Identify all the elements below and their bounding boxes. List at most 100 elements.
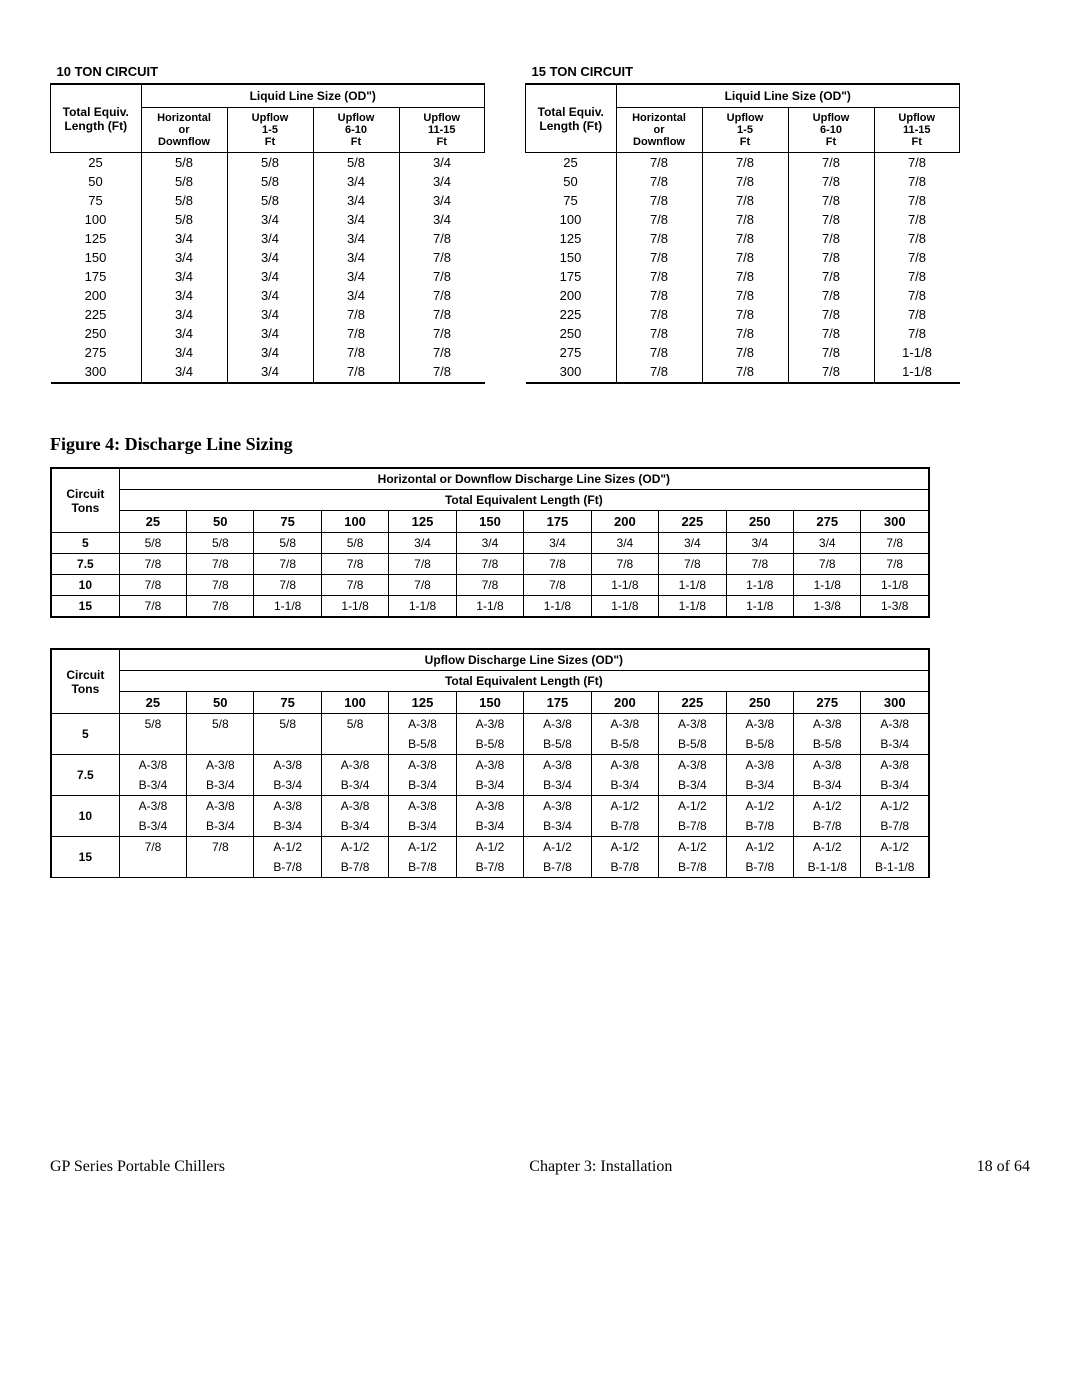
- table-cell: A-3/8: [321, 755, 388, 776]
- table-cell: 1-3/8: [794, 596, 861, 618]
- table-cell: A-3/8: [119, 755, 186, 776]
- table-cell: B-3/4: [187, 816, 254, 837]
- table-cell: A-3/8: [524, 714, 591, 735]
- table-cell: 5/8: [254, 533, 321, 554]
- table-cell: A-3/8: [861, 755, 929, 776]
- table-cell: 7/8: [702, 324, 788, 343]
- table-cell: B-3/4: [456, 775, 523, 796]
- length-header: 50: [187, 692, 254, 714]
- length-header: 300: [861, 692, 929, 714]
- col-header: Total Equiv. Length (Ft): [526, 84, 617, 153]
- table-cell: 1-1/8: [389, 596, 456, 618]
- wide-header1: Horizontal or Downflow Discharge Line Si…: [119, 468, 929, 490]
- table-cell: 7/8: [254, 575, 321, 596]
- wide-header2: Total Equivalent Length (Ft): [119, 671, 929, 692]
- table-cell: B-3/4: [389, 816, 456, 837]
- col-header: HorizontalorDownflow: [141, 108, 227, 153]
- length-header: 200: [591, 692, 658, 714]
- length-header: 250: [726, 692, 793, 714]
- table-cell: 7/8: [399, 248, 485, 267]
- table-cell: 300: [526, 362, 617, 383]
- table-cell: 7/8: [659, 554, 726, 575]
- table-cell: 7/8: [399, 343, 485, 362]
- table-cell: 3/4: [227, 286, 313, 305]
- table-cell: B-1-1/8: [794, 857, 861, 878]
- table-cell: 200: [526, 286, 617, 305]
- table-cell: 7/8: [321, 554, 388, 575]
- table-cell: 7/8: [616, 153, 702, 173]
- table-cell: 5/8: [119, 714, 186, 735]
- table-cell: 3/4: [227, 324, 313, 343]
- table-cell: 3/4: [726, 533, 793, 554]
- table-cell: 7/8: [399, 324, 485, 343]
- table-cell: 3/4: [227, 362, 313, 383]
- table-cell: 7/8: [399, 286, 485, 305]
- table-cell: 1-1/8: [254, 596, 321, 618]
- length-header: 25: [119, 692, 186, 714]
- table-cell: A-3/8: [321, 796, 388, 817]
- table-cell: B-7/8: [591, 816, 658, 837]
- table-cell: B-7/8: [456, 857, 523, 878]
- table-cell: 5/8: [321, 714, 388, 735]
- table-cell: 7/8: [788, 191, 874, 210]
- table-cell: 7/8: [119, 837, 186, 858]
- table-cell: 300: [51, 362, 142, 383]
- table-cell: 7/8: [616, 305, 702, 324]
- table-cell: 7/8: [313, 362, 399, 383]
- table-cell: 5/8: [227, 191, 313, 210]
- length-header: 300: [861, 511, 929, 533]
- table-cell: A-1/2: [659, 837, 726, 858]
- table-cell: A-3/8: [726, 755, 793, 776]
- table-cell: B-7/8: [659, 857, 726, 878]
- table-cell: B-3/4: [456, 816, 523, 837]
- table-cell: B-3/4: [321, 816, 388, 837]
- table-cell: 7/8: [788, 248, 874, 267]
- length-header: 75: [254, 692, 321, 714]
- table-cell: 150: [51, 248, 142, 267]
- table-cell: 7/8: [591, 554, 658, 575]
- table-cell: 3/4: [399, 153, 485, 173]
- length-header: 150: [456, 692, 523, 714]
- table-cell: B-7/8: [254, 857, 321, 878]
- table-cell: 5/8: [141, 172, 227, 191]
- table-cell: 7/8: [702, 229, 788, 248]
- table-cell: 7/8: [874, 210, 960, 229]
- table-cell: A-3/8: [524, 796, 591, 817]
- table-cell: 7/8: [616, 286, 702, 305]
- table-cell: 7/8: [524, 554, 591, 575]
- table-cell: 3/4: [227, 248, 313, 267]
- table-cell: A-1/2: [591, 796, 658, 817]
- table-cell: B-7/8: [794, 816, 861, 837]
- upflow-table: CircuitTonsUpflow Discharge Line Sizes (…: [50, 648, 930, 878]
- table-cell: 1-1/8: [659, 575, 726, 596]
- table-cell: 7/8: [187, 575, 254, 596]
- table-cell: 275: [526, 343, 617, 362]
- table-cell: 125: [51, 229, 142, 248]
- table-cell: 5/8: [227, 172, 313, 191]
- table-cell: 7/8: [874, 172, 960, 191]
- table-cell: 5/8: [313, 153, 399, 173]
- figure-title: Figure 4: Discharge Line Sizing: [50, 434, 1030, 455]
- table-cell: 7/8: [524, 575, 591, 596]
- length-header: 150: [456, 511, 523, 533]
- table-cell: 7/8: [788, 267, 874, 286]
- table-cell: B-5/8: [389, 734, 456, 755]
- table-cell: 3/4: [313, 286, 399, 305]
- table-cell: B-3/4: [726, 775, 793, 796]
- table-cell: 175: [526, 267, 617, 286]
- table-cell: A-3/8: [456, 796, 523, 817]
- table-cell: 3/4: [313, 248, 399, 267]
- table-cell: 1-1/8: [659, 596, 726, 618]
- table-cell: 3/4: [591, 533, 658, 554]
- table-cell: 3/4: [141, 305, 227, 324]
- table-cell: A-1/2: [726, 837, 793, 858]
- table-cell: A-3/8: [591, 755, 658, 776]
- table-cell: B-3/4: [321, 775, 388, 796]
- table-cell: 3/4: [227, 267, 313, 286]
- table-cell: A-3/8: [456, 755, 523, 776]
- table-cell: 7/8: [616, 191, 702, 210]
- length-header: 50: [187, 511, 254, 533]
- table-cell: [187, 734, 254, 755]
- table-cell: A-3/8: [591, 714, 658, 735]
- length-header: 100: [321, 511, 388, 533]
